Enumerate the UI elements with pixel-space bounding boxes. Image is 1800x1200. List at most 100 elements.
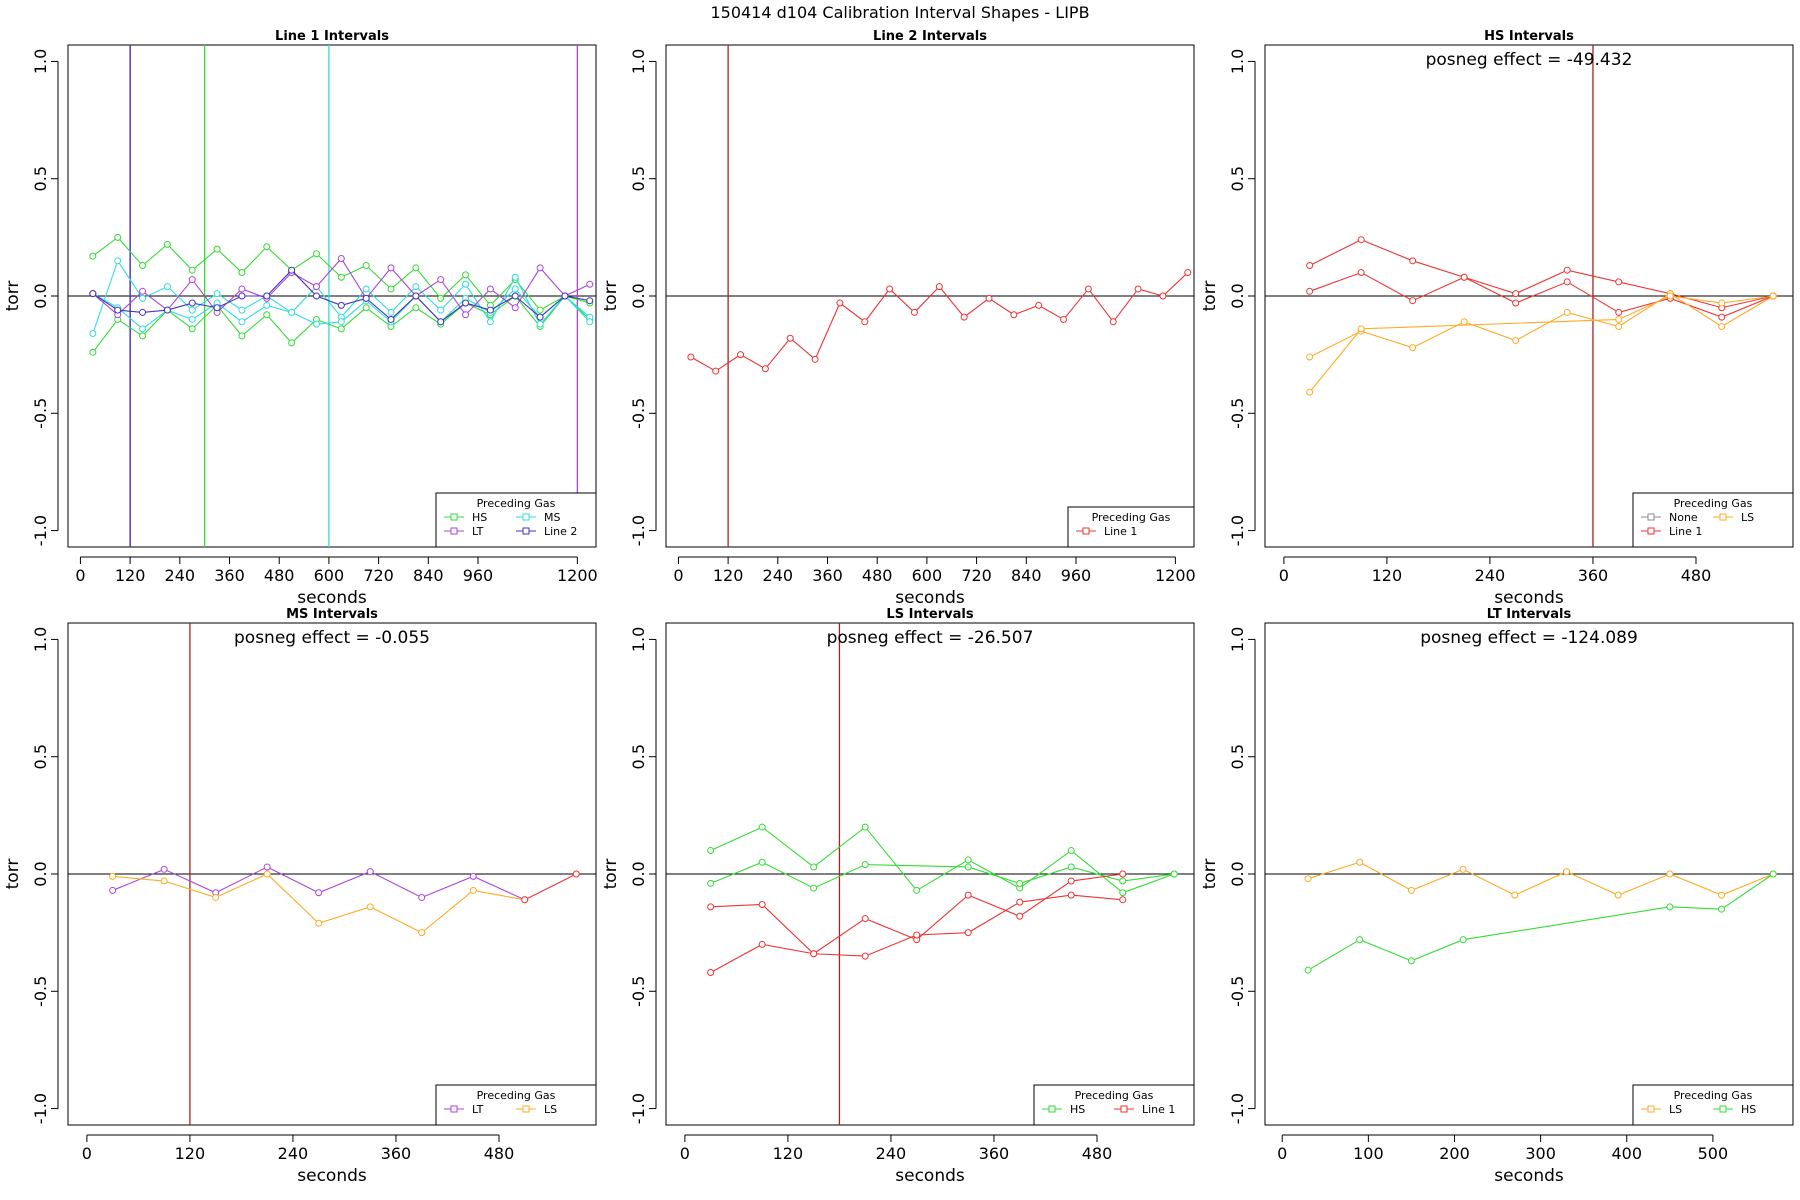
data-point xyxy=(1356,936,1364,944)
y-tick-label: -1.0 xyxy=(629,515,648,546)
data-point xyxy=(263,311,271,319)
data-point xyxy=(1119,877,1127,885)
x-tick-label: 240 xyxy=(278,1144,309,1163)
data-point xyxy=(861,915,869,923)
x-tick-label: 840 xyxy=(413,566,444,585)
legend-title: Preceding Gas xyxy=(1092,511,1171,524)
legend-label: LT xyxy=(472,525,484,538)
data-point xyxy=(188,266,196,274)
posneg-annotation: posneg effect = -26.507 xyxy=(827,628,1034,648)
legend-label: LS xyxy=(544,1103,557,1116)
data-point xyxy=(1409,344,1417,352)
y-axis-label: torr xyxy=(601,859,621,890)
data-point xyxy=(1615,322,1623,330)
panel-title: Line 1 Intervals xyxy=(275,29,389,44)
x-axis-label: seconds xyxy=(1494,588,1564,608)
data-point xyxy=(758,900,766,908)
legend-box xyxy=(1033,1084,1195,1126)
legend-entry: HS xyxy=(1713,1103,1756,1116)
data-point xyxy=(312,292,320,300)
data-point xyxy=(1016,879,1024,887)
y-tick-label: -1.0 xyxy=(1228,1093,1247,1124)
data-point xyxy=(1170,870,1178,878)
data-point xyxy=(935,283,943,291)
data-point xyxy=(810,884,818,892)
legend-entry: Line 2 xyxy=(516,525,577,538)
legend-swatch-marker xyxy=(522,513,530,521)
data-point xyxy=(238,318,246,326)
plot-area xyxy=(68,623,596,1125)
data-point xyxy=(1060,315,1068,323)
legend-box xyxy=(1632,492,1794,548)
x-tick-label: 0 xyxy=(1279,566,1289,585)
y-tick-label: 0.5 xyxy=(629,744,648,769)
series-1 xyxy=(109,863,529,904)
data-point xyxy=(1615,315,1623,323)
data-point xyxy=(913,886,921,894)
series-line xyxy=(1309,239,1774,309)
data-point xyxy=(315,889,323,897)
data-point xyxy=(707,969,715,977)
data-point xyxy=(387,315,395,323)
data-point xyxy=(337,325,345,333)
data-point xyxy=(387,308,395,316)
data-point xyxy=(707,879,715,887)
data-point xyxy=(707,903,715,911)
x-tick-label: 720 xyxy=(961,566,992,585)
series-1 xyxy=(1304,858,1777,899)
y-tick-label: 0.0 xyxy=(1228,283,1247,308)
x-tick-label: 0 xyxy=(82,1144,92,1163)
legend-title: Preceding Gas xyxy=(1075,1089,1154,1102)
x-tick-label: 0 xyxy=(1277,1144,1287,1163)
data-point xyxy=(964,856,972,864)
y-tick-label: 1.0 xyxy=(629,627,648,652)
data-point xyxy=(758,858,766,866)
y-axis: -1.0 -0.5 0.0 0.5 1.0 torr xyxy=(3,627,59,1124)
data-point xyxy=(511,285,519,293)
x-axis: 0 120 240 360 480 seconds xyxy=(1279,556,1711,608)
data-point xyxy=(811,355,819,363)
legend-swatch-marker xyxy=(1647,1105,1655,1113)
data-point xyxy=(861,861,869,869)
series-2 xyxy=(1304,870,1777,974)
y-tick-label: -1.0 xyxy=(629,1093,648,1124)
legend-entry: LS xyxy=(1641,1103,1682,1116)
legend-entry: None xyxy=(1641,511,1698,524)
data-point xyxy=(263,301,271,309)
data-point xyxy=(89,330,97,338)
data-point xyxy=(985,294,993,302)
data-point xyxy=(437,306,445,314)
data-point xyxy=(1409,257,1417,265)
data-point xyxy=(418,929,426,937)
series-1 xyxy=(687,269,1192,375)
data-point xyxy=(263,243,271,251)
data-point xyxy=(1119,896,1127,904)
chart-panel-1: Line 1 Intervals 0 120 240 360 480 600 720 840 96… xyxy=(3,29,598,608)
x-tick-label: 120 xyxy=(1372,566,1403,585)
y-tick-label: 0.5 xyxy=(31,166,50,191)
legend-swatch-marker xyxy=(1719,1105,1727,1113)
y-tick-label: 0.0 xyxy=(1228,861,1247,886)
y-axis-label: torr xyxy=(601,281,621,312)
series-6 xyxy=(89,266,594,326)
y-axis: -1.0 -0.5 0.0 0.5 1.0 torr xyxy=(3,49,59,546)
series-line xyxy=(1307,873,1774,971)
data-point xyxy=(89,348,97,356)
data-point xyxy=(511,304,519,312)
data-point xyxy=(139,332,147,340)
data-point xyxy=(1718,322,1726,330)
legend-swatch-marker xyxy=(1719,513,1727,521)
panel-title: LT Intervals xyxy=(1487,607,1572,622)
y-tick-label: 1.0 xyxy=(1228,49,1247,74)
x-tick-label: 0 xyxy=(673,566,683,585)
legend-box xyxy=(1067,506,1195,548)
x-tick-label: 480 xyxy=(484,1144,515,1163)
data-point xyxy=(786,334,794,342)
data-point xyxy=(412,283,420,291)
data-point xyxy=(810,950,818,958)
data-point xyxy=(337,254,345,262)
data-point xyxy=(1460,273,1468,281)
data-point xyxy=(964,863,972,871)
